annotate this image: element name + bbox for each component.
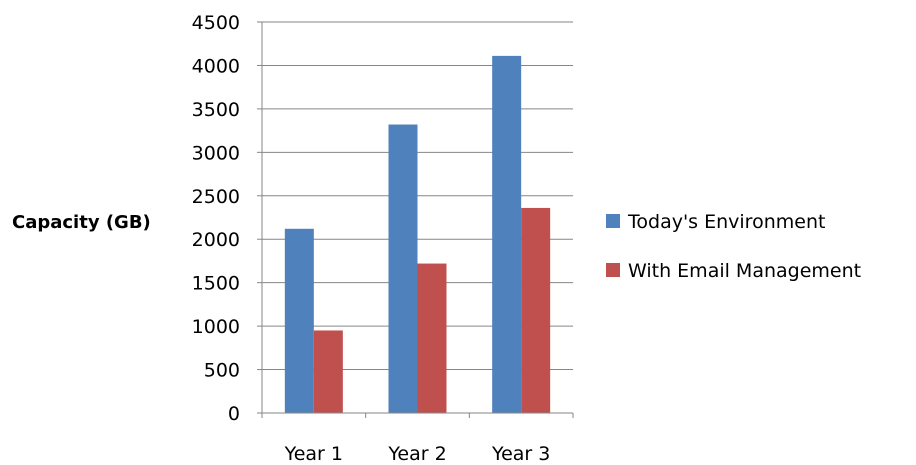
legend-swatch: [606, 214, 620, 228]
y-tick-labels: 0 500 1000 1500 2000 2500 3000 3500 4000 4500: [192, 12, 240, 425]
x-tick-label: Year 3: [491, 443, 550, 465]
y-tick-label: 1000: [192, 316, 240, 338]
bar-with-email-management-3: [521, 207, 551, 413]
bar-todays-environment-1: [284, 228, 314, 413]
y-tick-label: 0: [228, 403, 240, 425]
y-tick-label: 500: [204, 360, 240, 382]
y-tick-label: 4000: [192, 55, 240, 77]
bars: [284, 55, 551, 414]
x-tick-label: Year 2: [387, 443, 446, 465]
x-tick-labels: Year 1 Year 2 Year 3: [284, 443, 551, 465]
y-tick-label: 4500: [192, 12, 240, 34]
bar-todays-environment-2: [388, 124, 418, 413]
legend-label: With Email Management: [628, 260, 861, 282]
y-tick-label: 3500: [192, 99, 240, 121]
bar-todays-environment-3: [492, 55, 522, 414]
x-tick-label: Year 1: [284, 443, 343, 465]
y-tick-label: 2500: [192, 186, 240, 208]
legend: Today's Environment With Email Management: [606, 211, 861, 282]
y-tick-label: 2000: [192, 229, 240, 251]
legend-label: Today's Environment: [627, 211, 825, 233]
y-axis-title: Capacity (GB): [12, 212, 151, 233]
y-tick-label: 3000: [192, 142, 240, 164]
legend-swatch: [606, 263, 620, 277]
y-tick-label: 1500: [192, 273, 240, 295]
bar-with-email-management-1: [313, 330, 343, 413]
bar-with-email-management-2: [417, 263, 447, 413]
axes: [257, 21, 574, 418]
